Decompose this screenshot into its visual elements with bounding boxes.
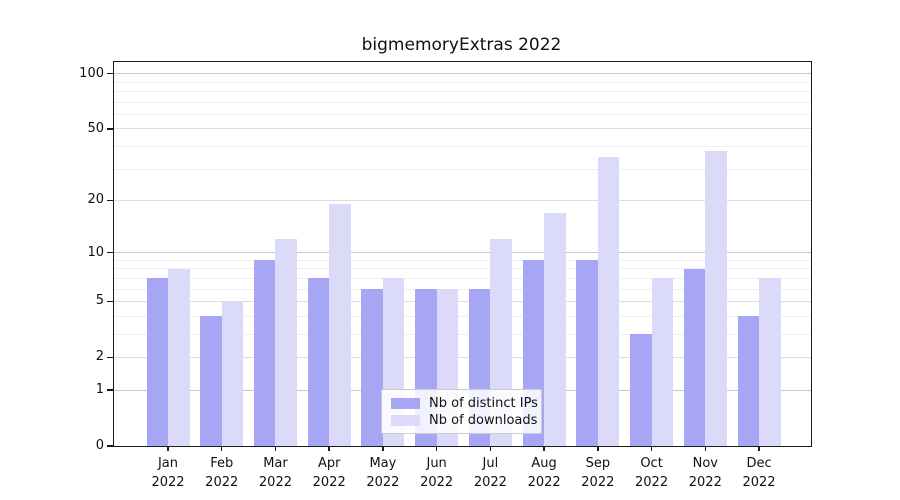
gridline xyxy=(114,300,811,302)
x-tick xyxy=(274,446,277,451)
x-tick-label: Aug 2022 xyxy=(527,456,561,490)
y-tick xyxy=(107,356,113,359)
gridline xyxy=(114,113,811,115)
bar-downloads xyxy=(651,278,674,446)
gridline xyxy=(114,91,811,93)
legend-label-distinct-ips: Nb of distinct IPs xyxy=(429,396,538,411)
y-tick xyxy=(107,445,113,447)
bar-downloads xyxy=(705,150,727,446)
gridline xyxy=(114,259,811,261)
x-tick xyxy=(435,446,438,451)
bar-downloads xyxy=(597,157,620,446)
bar-distinct-ips xyxy=(307,278,330,446)
y-tick xyxy=(107,300,113,303)
bar-distinct-ips xyxy=(683,268,706,446)
x-tick-label: Apr 2022 xyxy=(312,456,346,490)
bar-distinct-ips xyxy=(361,289,383,446)
x-tick xyxy=(328,446,330,451)
gridline xyxy=(114,199,811,201)
legend-item-downloads: Nb of downloads xyxy=(391,413,537,428)
gridline xyxy=(114,333,811,335)
gridline xyxy=(114,268,811,270)
bar-downloads xyxy=(329,204,351,446)
x-tick xyxy=(382,446,384,451)
x-tick-label: Oct 2022 xyxy=(635,456,669,490)
bar-distinct-ips xyxy=(630,334,652,446)
gridline xyxy=(114,73,811,75)
x-tick xyxy=(489,446,492,451)
x-tick-label: Jan 2022 xyxy=(151,456,185,490)
gridline xyxy=(114,168,811,170)
x-tick xyxy=(704,446,706,451)
bar-downloads xyxy=(544,212,566,446)
y-tick-label: 50 xyxy=(87,120,104,136)
plot-area: 100 50 20 10 5 2 1 0 Jan 2022 Feb 2022 Mar 2022 Apr 202… xyxy=(79,61,812,490)
x-tick-label: Sep 2022 xyxy=(581,456,615,490)
legend-swatch-distinct-ips xyxy=(391,398,420,409)
x-tick-label: Jun 2022 xyxy=(420,456,454,490)
y-tick xyxy=(107,199,113,202)
legend: Nb of distinct IPs Nb of downloads xyxy=(381,389,542,434)
bar-distinct-ips xyxy=(737,316,760,446)
y-tick xyxy=(107,389,113,391)
gridline xyxy=(114,101,811,103)
gridline xyxy=(114,277,811,279)
y-tick-label: 2 xyxy=(95,349,104,365)
bar-distinct-ips xyxy=(576,260,598,446)
gridline xyxy=(114,81,811,83)
x-tick xyxy=(167,446,169,451)
bar-distinct-ips xyxy=(200,316,222,446)
x-tick xyxy=(650,446,653,451)
gridline xyxy=(114,288,811,290)
y-tick xyxy=(107,73,113,75)
gridline xyxy=(114,252,811,254)
gridline xyxy=(114,315,811,317)
x-tick-label: Dec 2022 xyxy=(742,456,776,490)
gridline xyxy=(114,128,811,130)
x-tick-label: Jul 2022 xyxy=(473,456,507,490)
bar-downloads xyxy=(759,278,781,446)
bar-downloads xyxy=(275,239,297,446)
bar-downloads xyxy=(221,301,244,446)
x-tick-label: Nov 2022 xyxy=(688,456,722,490)
chart-title: bigmemoryExtras 2022 xyxy=(361,35,562,55)
gridline xyxy=(114,356,811,358)
x-tick xyxy=(221,446,223,451)
y-tick-label: 0 xyxy=(95,438,104,453)
y-tick-label: 20 xyxy=(87,192,104,208)
y-tick-label: 1 xyxy=(95,382,104,398)
y-tick-label: 100 xyxy=(79,65,104,81)
bar-distinct-ips xyxy=(253,260,276,446)
legend-swatch-downloads xyxy=(391,415,420,426)
bar-distinct-ips xyxy=(146,278,168,446)
y-tick-label: 10 xyxy=(87,244,104,260)
x-tick xyxy=(597,446,599,451)
y-tick-label: 5 xyxy=(95,293,104,309)
legend-item-distinct-ips: Nb of distinct IPs xyxy=(391,396,538,411)
x-tick-label: Feb 2022 xyxy=(205,456,239,490)
x-tick xyxy=(758,446,760,451)
gridline xyxy=(114,146,811,147)
x-tick-label: Mar 2022 xyxy=(258,456,292,490)
bar-downloads xyxy=(168,268,190,446)
y-tick xyxy=(107,128,113,130)
legend-label-downloads: Nb of downloads xyxy=(429,413,538,428)
x-tick xyxy=(543,446,545,451)
y-tick xyxy=(107,251,113,254)
x-tick-label: May 2022 xyxy=(366,456,400,490)
